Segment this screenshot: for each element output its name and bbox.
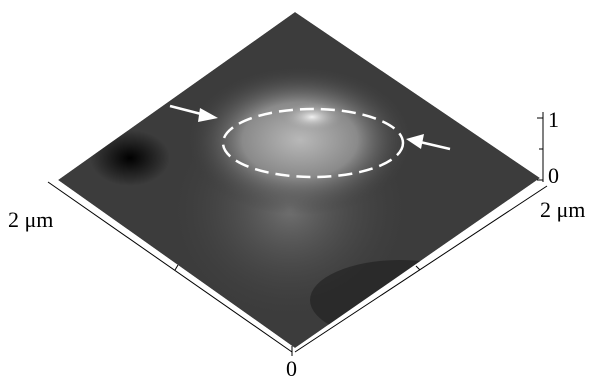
z-tick-label: 1 [548, 107, 559, 132]
z-tick-label: 0 [548, 163, 559, 188]
right-axis-label: 2 μm [540, 197, 585, 222]
left-axis-label: 2 μm [8, 207, 53, 232]
afm-figure: 2 μm 2 μm 0 1 0 [0, 0, 604, 381]
surface [58, 12, 540, 348]
origin-label: 0 [286, 356, 297, 381]
